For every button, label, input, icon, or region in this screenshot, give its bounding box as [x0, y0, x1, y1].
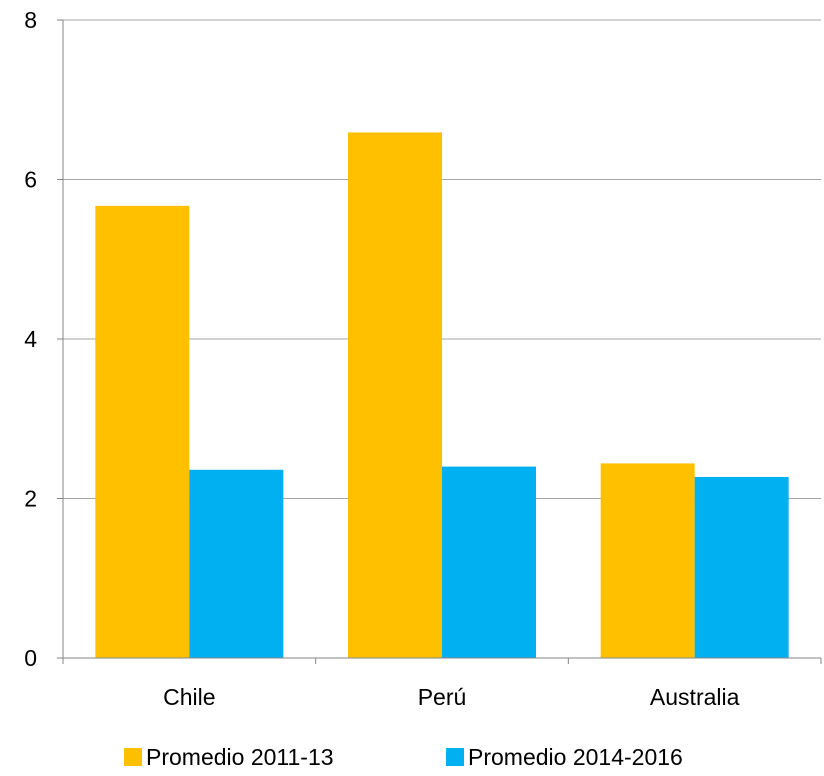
y-tick-label: 8 [24, 7, 37, 33]
legend-swatch [124, 748, 142, 766]
x-tick-label: Chile [163, 684, 215, 710]
y-tick-label: 2 [24, 486, 37, 512]
axes [57, 19, 822, 664]
bar-promedio-2014-2016-0 [189, 469, 284, 658]
bar-promedio-2014-2016-1 [442, 466, 536, 658]
bars [95, 132, 789, 658]
bar-promedio-2011-13-0 [95, 205, 190, 658]
legend-label: Promedio 2014-2016 [468, 744, 683, 770]
y-tick-label: 0 [24, 645, 37, 671]
legend-item: Promedio 2011-13 [124, 744, 334, 770]
x-tick-label: Australia [650, 684, 740, 710]
x-tick-labels: Chile Perú Australia [163, 684, 739, 710]
legend-label: Promedio 2011-13 [146, 744, 334, 770]
y-tick-label: 6 [24, 167, 37, 193]
x-tick-label: Perú [418, 684, 467, 710]
bar-promedio-2011-13-2 [600, 463, 695, 658]
legend: Promedio 2011-13 Promedio 2014-2016 [124, 744, 683, 770]
y-tick-label: 4 [24, 326, 37, 352]
bar-promedio-2014-2016-2 [694, 476, 789, 658]
bar-promedio-2011-13-1 [348, 132, 442, 658]
y-tick-labels: 0 2 4 6 8 [24, 7, 37, 671]
legend-item: Promedio 2014-2016 [446, 744, 683, 770]
legend-swatch [446, 748, 464, 766]
